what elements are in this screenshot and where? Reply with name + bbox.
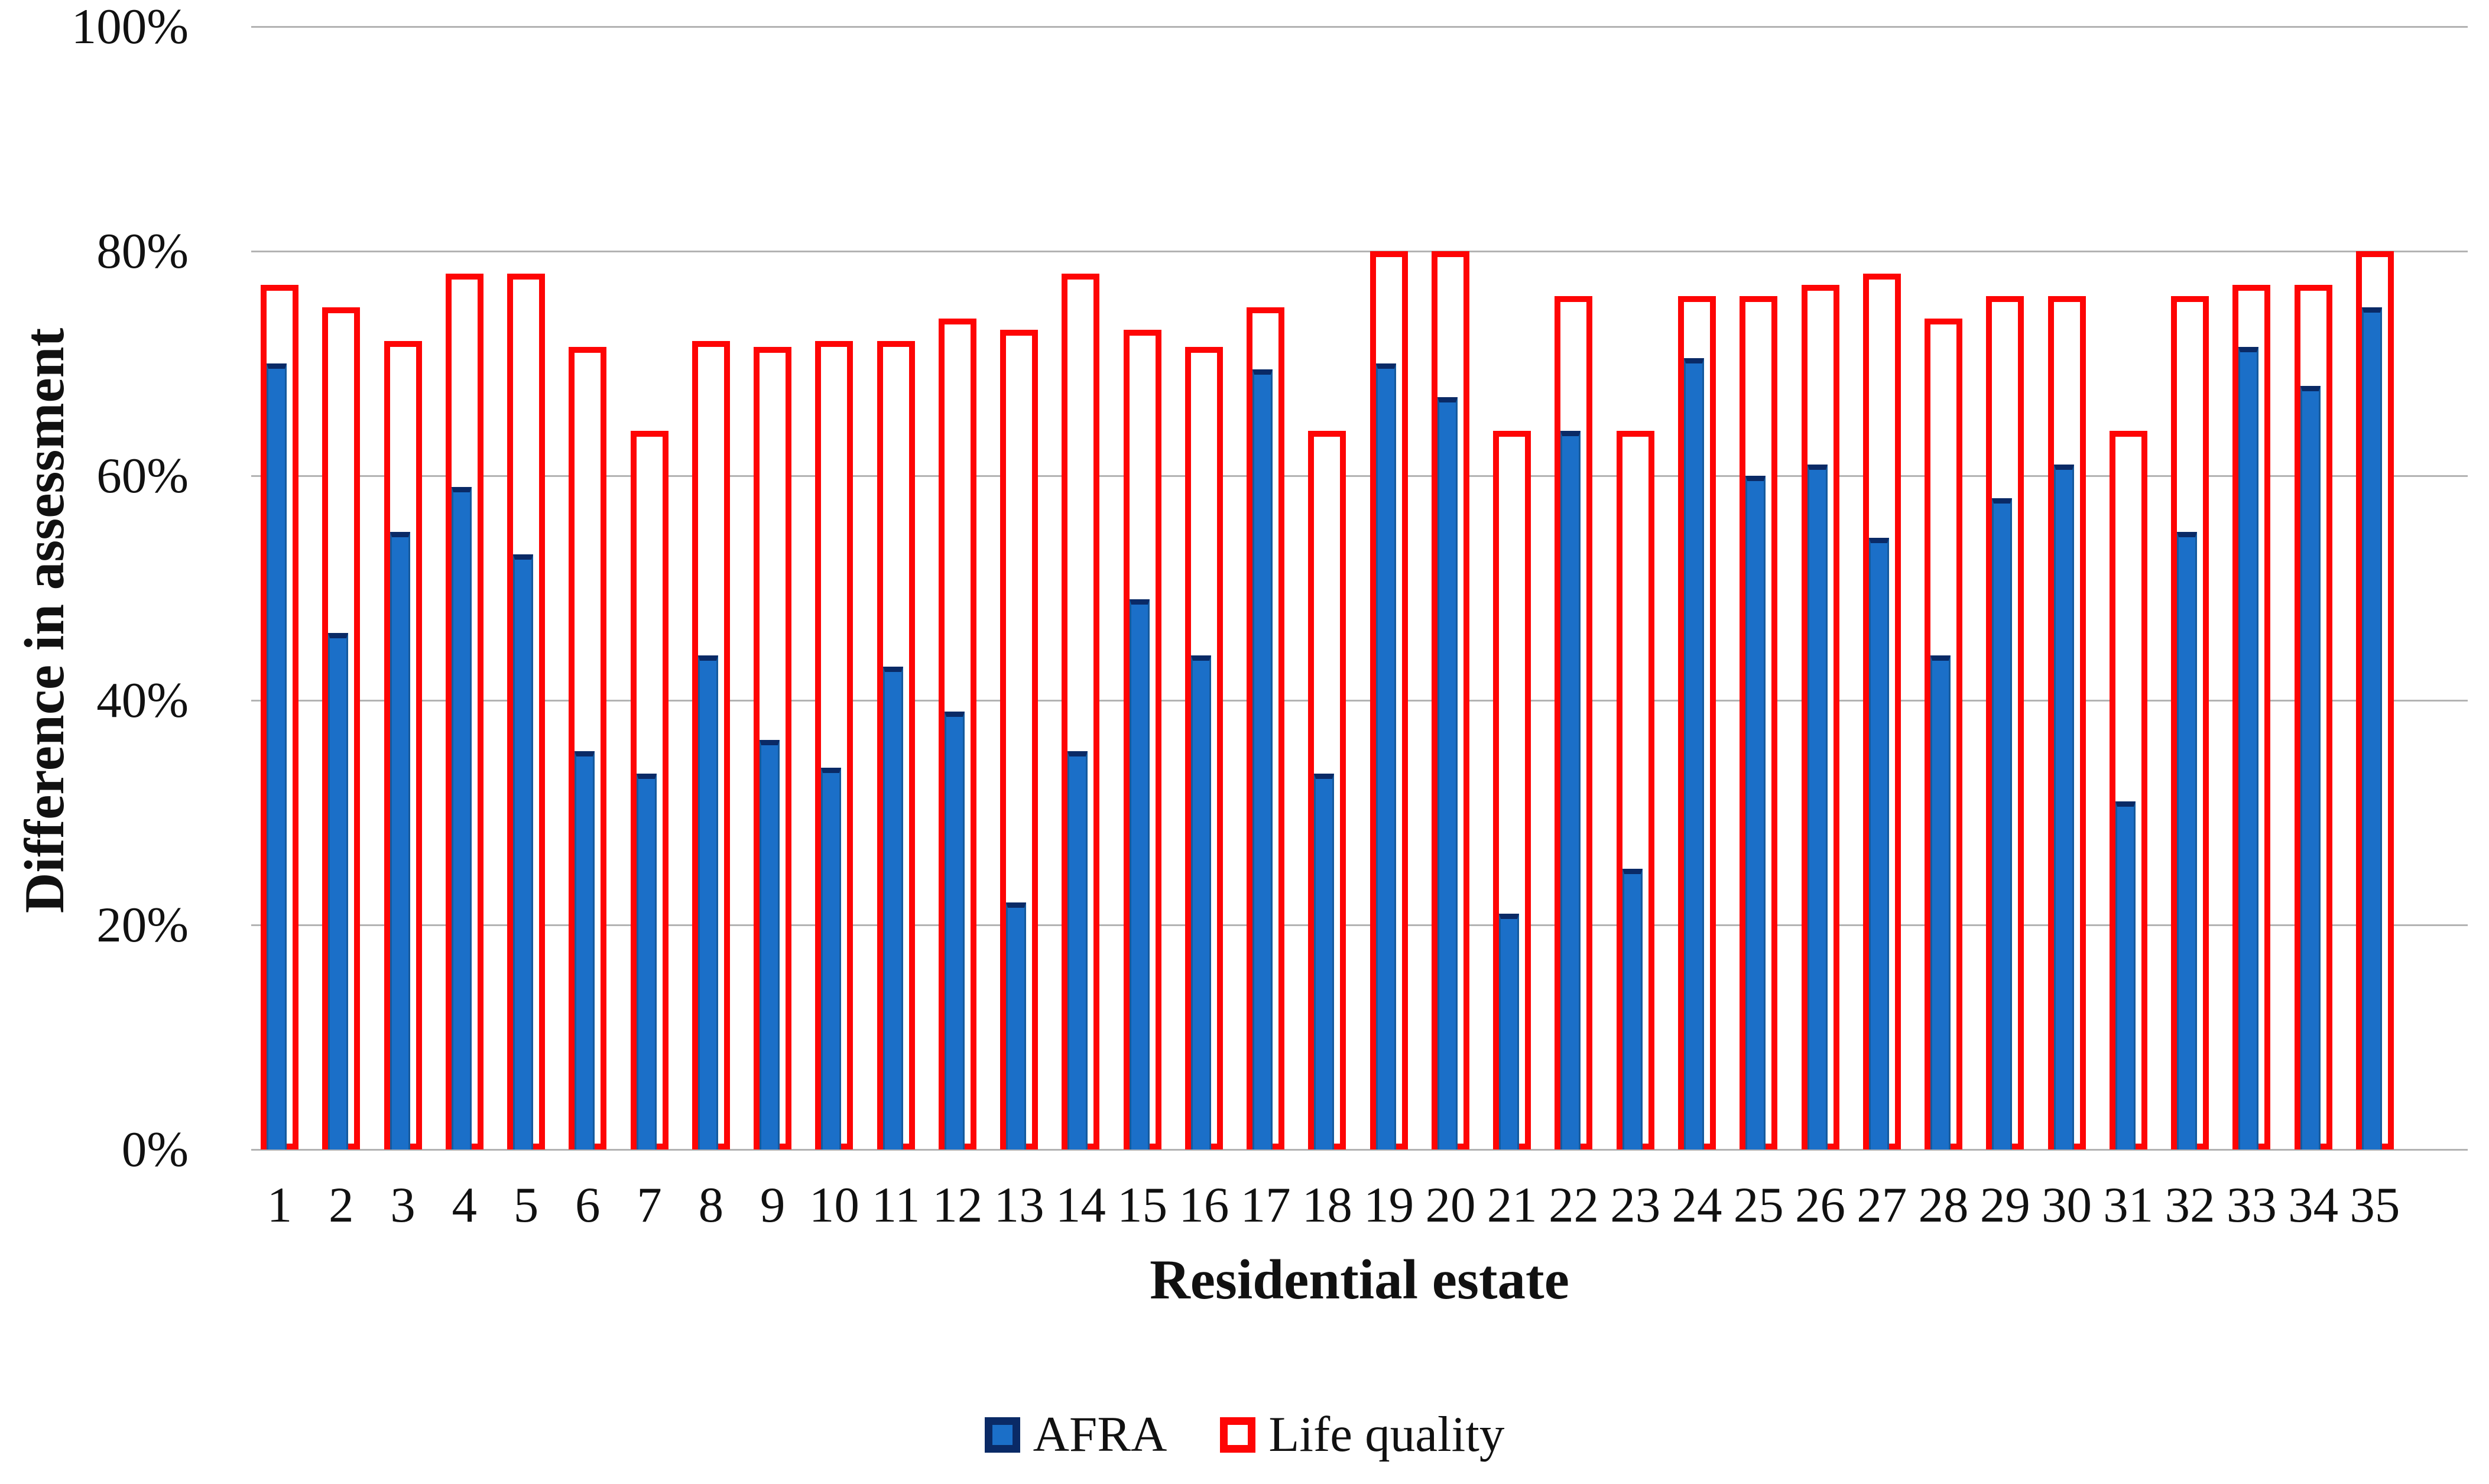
x-tick-label: 24 (1672, 1177, 1722, 1233)
gridline-100 (251, 25, 2468, 28)
x-tick-label: 31 (2103, 1177, 2154, 1233)
afra-bar (1067, 751, 1088, 1149)
gridline-20 (251, 924, 2468, 926)
afra-bar (1129, 599, 1150, 1149)
gridline-80 (251, 250, 2468, 252)
x-tick-label: 12 (932, 1177, 983, 1233)
x-tick-label: 19 (1364, 1177, 1414, 1233)
afra-bar (2177, 532, 2198, 1149)
afra-bar (451, 487, 472, 1149)
afra-bar (1560, 431, 1581, 1149)
x-tick-label: 35 (2350, 1177, 2400, 1233)
afra-bar (1437, 397, 1458, 1149)
x-tick-label: 28 (1918, 1177, 1969, 1233)
afra-bar (882, 667, 903, 1149)
life-quality-swatch-icon (1220, 1417, 1256, 1453)
afra-bar (1006, 902, 1027, 1149)
afra-swatch-icon (984, 1417, 1020, 1453)
afra-bar (390, 532, 410, 1149)
afra-bar (575, 751, 595, 1149)
y-tick-label: 60% (96, 448, 189, 504)
y-tick-label: 80% (96, 223, 189, 279)
x-tick-label: 29 (1979, 1177, 2030, 1233)
afra-bar (513, 554, 534, 1149)
x-tick-label: 1 (267, 1177, 293, 1233)
x-tick-label: 5 (513, 1177, 539, 1233)
x-tick-label: 20 (1425, 1177, 1476, 1233)
x-tick-label: 10 (809, 1177, 859, 1233)
afra-bar (636, 773, 657, 1149)
afra-bar (267, 363, 287, 1149)
afra-bar (2115, 801, 2136, 1149)
afra-bar (1375, 363, 1396, 1149)
x-tick-label: 32 (2165, 1177, 2215, 1233)
afra-bar (1992, 498, 2013, 1149)
x-tick-label: 34 (2288, 1177, 2339, 1233)
gridline-0 (251, 1148, 2468, 1151)
x-tick-label: 6 (575, 1177, 601, 1233)
afra-bar (1190, 655, 1211, 1149)
afra-bar (2053, 465, 2074, 1149)
gridline-40 (251, 699, 2468, 702)
afra-bar (1868, 537, 1889, 1149)
x-tick-label: 2 (329, 1177, 354, 1233)
x-tick-label: 17 (1240, 1177, 1291, 1233)
legend-label-life-quality: Life quality (1268, 1407, 1505, 1462)
x-tick-label: 25 (1733, 1177, 1784, 1233)
x-tick-label: 3 (390, 1177, 416, 1233)
legend-label-afra: AFRA (1033, 1407, 1167, 1462)
x-tick-label: 27 (1857, 1177, 1907, 1233)
afra-bar (1252, 369, 1273, 1149)
x-tick-label: 23 (1610, 1177, 1661, 1233)
x-tick-label: 16 (1179, 1177, 1229, 1233)
legend-item-afra: AFRA (984, 1407, 1167, 1462)
afra-bar (697, 655, 718, 1149)
y-tick-label: 20% (96, 897, 189, 953)
afra-bar (2361, 307, 2382, 1149)
afra-bar (1622, 869, 1643, 1149)
x-tick-label: 14 (1055, 1177, 1106, 1233)
x-tick-label: 18 (1302, 1177, 1352, 1233)
afra-bar (1499, 914, 1520, 1149)
x-tick-label: 13 (994, 1177, 1044, 1233)
y-tick-label: 100% (71, 0, 189, 54)
afra-bar (821, 768, 842, 1149)
y-axis-title: Difference in assessment (13, 327, 76, 914)
afra-bar (328, 633, 349, 1149)
x-tick-label: 26 (1795, 1177, 1845, 1233)
x-tick-label: 8 (698, 1177, 724, 1233)
afra-bar (1930, 655, 1951, 1149)
afra-bar (1745, 476, 1766, 1149)
y-tick-label: 40% (96, 673, 189, 728)
legend: AFRA Life quality (0, 1410, 2489, 1460)
plot-area: 0% 20% 40% 60% 80% 100% (72, 0, 2468, 1177)
y-tick-label: 0% (121, 1122, 189, 1177)
x-tick-label: 4 (452, 1177, 478, 1233)
afra-bar (2238, 346, 2259, 1149)
x-tick-label: 11 (871, 1177, 920, 1233)
x-tick-label: 7 (637, 1177, 662, 1233)
legend-item-life-quality: Life quality (1220, 1410, 1504, 1460)
afra-bar (760, 739, 780, 1149)
afra-bar (1314, 773, 1335, 1149)
afra-bar (2300, 386, 2321, 1149)
x-axis-title: Residential estate (1150, 1248, 1569, 1311)
x-tick-label: 33 (2226, 1177, 2277, 1233)
gridline-60 (251, 475, 2468, 477)
x-tick-label: 9 (760, 1177, 786, 1233)
x-tick-label: 30 (2042, 1177, 2092, 1233)
x-tick-label: 15 (1117, 1177, 1168, 1233)
afra-bar (944, 712, 965, 1149)
afra-bar (1807, 465, 1828, 1149)
x-tick-label: 22 (1548, 1177, 1599, 1233)
afra-bar (1683, 358, 1704, 1149)
x-tick-label: 21 (1487, 1177, 1537, 1233)
